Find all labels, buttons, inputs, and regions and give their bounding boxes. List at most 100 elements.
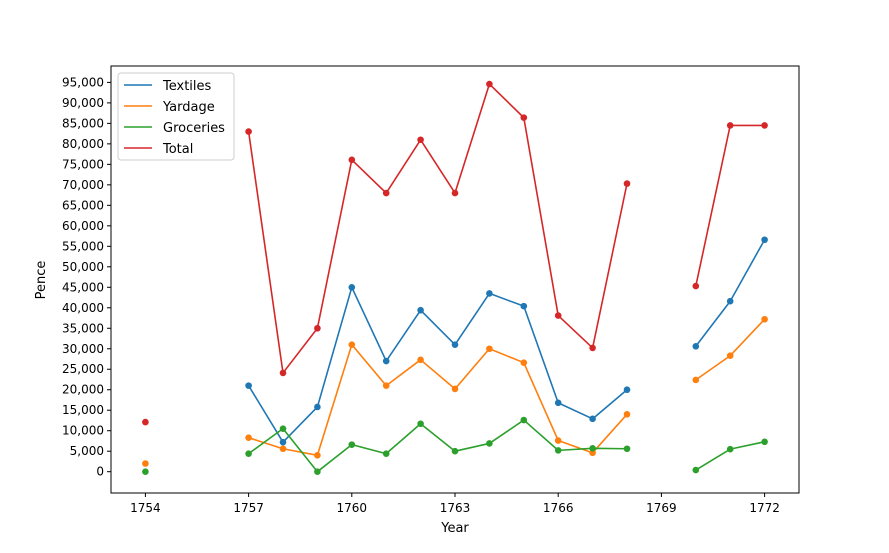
total-point xyxy=(382,189,390,197)
groceries-point xyxy=(314,468,321,475)
y-tick-label: 60,000 xyxy=(62,219,104,233)
groceries-point xyxy=(142,468,149,475)
textiles-point xyxy=(486,290,493,297)
total-point xyxy=(692,282,700,290)
total-point xyxy=(245,128,252,135)
total-series-line xyxy=(247,83,628,374)
y-tick-label: 85,000 xyxy=(62,116,104,130)
total-point xyxy=(417,136,424,144)
yardage-point xyxy=(761,315,768,323)
total-point xyxy=(348,156,356,164)
yardage-point xyxy=(348,341,356,348)
groceries-point xyxy=(623,445,631,453)
total-point xyxy=(761,122,768,129)
total-point xyxy=(623,180,631,187)
y-tick-label: 35,000 xyxy=(62,321,104,335)
total-point xyxy=(520,114,528,121)
textiles-point xyxy=(314,403,321,411)
x-tick-label: 1772 xyxy=(749,501,780,515)
y-tick-label: 25,000 xyxy=(62,362,104,376)
y-tick-label: 0 xyxy=(96,465,104,479)
groceries-point xyxy=(382,450,390,457)
yardage-point xyxy=(382,382,390,389)
groceries-point xyxy=(589,445,596,452)
legend: Textiles Yardage Groceries Total xyxy=(117,72,235,161)
y-tick-label: 95,000 xyxy=(62,75,104,89)
y-tick-label: 15,000 xyxy=(62,403,104,417)
yardage-point xyxy=(520,359,528,366)
y-tick-label: 20,000 xyxy=(62,383,104,397)
x-tick-label: 1757 xyxy=(233,501,264,515)
yardage-point xyxy=(245,434,252,441)
yardage-point xyxy=(314,451,321,459)
x-tick-label: 1760 xyxy=(337,501,368,515)
textiles-point xyxy=(451,341,459,348)
x-axis: 1754 1757 1760 1763 1766 1769 1772 xyxy=(130,493,780,515)
groceries-point xyxy=(520,416,528,424)
textiles-point xyxy=(623,386,631,394)
y-tick-label: 70,000 xyxy=(62,178,104,192)
y-tick-label: 5,000 xyxy=(70,444,104,458)
x-tick-label: 1766 xyxy=(543,501,574,515)
textiles-point xyxy=(520,302,528,310)
total-point xyxy=(314,324,321,332)
textiles-point xyxy=(348,283,356,291)
y-tick-label: 50,000 xyxy=(62,260,104,274)
y-tick-label: 90,000 xyxy=(62,96,104,110)
total-point xyxy=(589,344,596,352)
total-point xyxy=(554,312,562,319)
legend-label-textiles: Textiles xyxy=(162,79,212,94)
x-axis-title: Year xyxy=(440,521,469,536)
groceries-point xyxy=(554,447,562,454)
textiles-point xyxy=(245,382,252,389)
total-point xyxy=(726,122,734,129)
legend-label-yardage: Yardage xyxy=(162,100,215,115)
groceries-point xyxy=(692,466,700,474)
y-tick-label: 40,000 xyxy=(62,301,104,315)
yardage-point xyxy=(451,385,459,393)
textiles-point xyxy=(279,438,287,446)
yardage-point xyxy=(692,376,700,384)
textiles-point xyxy=(417,306,424,314)
plot-marks xyxy=(142,80,768,475)
groceries-point xyxy=(279,425,287,432)
legend-label-groceries: Groceries xyxy=(163,121,225,136)
groceries-point xyxy=(726,445,734,453)
yardage-point xyxy=(142,460,149,467)
y-tick-label: 55,000 xyxy=(62,239,104,253)
yardage-point xyxy=(726,352,734,360)
y-tick-label: 80,000 xyxy=(62,137,104,151)
textiles-point xyxy=(382,357,390,365)
yardage-point xyxy=(554,437,562,444)
legend-box xyxy=(117,72,235,161)
groceries-series-line xyxy=(248,419,628,473)
textiles-series-line xyxy=(247,286,628,443)
groceries-point xyxy=(761,438,768,446)
groceries-point xyxy=(245,450,252,457)
total-point xyxy=(486,80,493,88)
y-tick-label: 45,000 xyxy=(62,280,104,294)
y-tick-label: 30,000 xyxy=(62,342,104,356)
legend-label-total: Total xyxy=(162,142,193,157)
yardage-point xyxy=(417,356,424,364)
y-axis: 0 5,000 10,000 15,000 20,000 25,000 30,000 35,0… xyxy=(62,75,111,479)
x-tick-label: 1763 xyxy=(440,501,471,515)
textiles-point xyxy=(554,399,562,407)
y-axis-title: Pence xyxy=(34,261,49,300)
total-point xyxy=(142,418,149,426)
yardage-point xyxy=(623,411,631,418)
x-tick-label: 1754 xyxy=(130,501,161,515)
total-point xyxy=(451,189,459,197)
y-tick-label: 75,000 xyxy=(62,157,104,171)
groceries-point xyxy=(417,420,424,428)
yardage-series-line xyxy=(248,343,628,457)
x-tick-label: 1769 xyxy=(646,501,677,515)
y-tick-label: 10,000 xyxy=(62,424,104,438)
total-point xyxy=(279,369,287,377)
groceries-point xyxy=(348,441,356,448)
yardage-point xyxy=(279,445,287,453)
textiles-point xyxy=(589,415,596,423)
textiles-point xyxy=(692,342,700,350)
textiles-point xyxy=(726,297,734,305)
